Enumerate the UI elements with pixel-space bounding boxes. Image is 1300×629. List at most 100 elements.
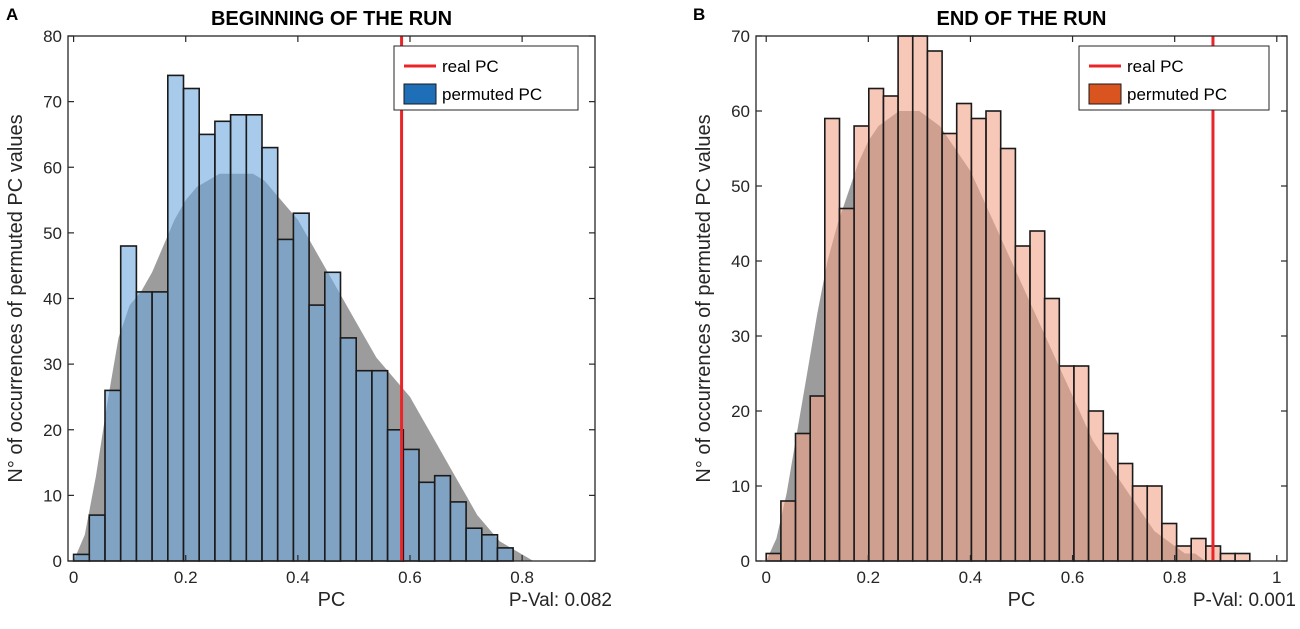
panel-b-axes-box <box>755 35 1288 562</box>
panel-b-bar <box>1219 552 1236 562</box>
panel-a-y-tick-label: 40 <box>43 290 62 309</box>
panel-a-bar <box>480 533 499 562</box>
panel-a-legend-bar-swatch <box>403 83 437 105</box>
panel-a-title: BEGINNING OF THE RUN <box>211 8 452 30</box>
panel-b-legend-permuted-pc-label: permuted PC <box>1127 85 1227 104</box>
panel-b-y-tick-label: 0 <box>741 552 750 571</box>
panel-a-bar <box>339 337 357 562</box>
panel-a-bar <box>229 114 248 562</box>
panel-b-bar <box>823 117 841 562</box>
panel-a-y-tick-label: 30 <box>43 355 62 374</box>
panel-a-bar <box>323 271 342 562</box>
panel-a-bar <box>449 501 467 562</box>
panel-b-bar <box>853 125 870 562</box>
panel-b-y-label: N° of occurrences of permuted PC values <box>693 114 715 482</box>
panel-b-bar <box>1029 230 1046 562</box>
panel-b-p-value: P-Val: 0.001 <box>1193 590 1296 611</box>
panel-a-bar <box>292 212 310 562</box>
panel-b-bar <box>1073 365 1090 562</box>
panel-a-p-value: P-Val: 0.082 <box>509 590 612 611</box>
panel-b-bar <box>897 35 914 562</box>
panel-b-letter: B <box>693 5 705 24</box>
panel-b-bar <box>1234 552 1251 562</box>
panel-b-bar <box>882 95 899 562</box>
panel-b-bar <box>1131 485 1149 562</box>
panel-a-bar <box>355 369 373 562</box>
panel-b-bar <box>1190 537 1207 562</box>
panel-b-x-tick-label: 0.4 <box>959 568 983 587</box>
panel-a-bar <box>167 74 185 562</box>
panel-a: 0 0.2 0.4 0.6 0.8 0 10 20 30 40 50 60 70 80 BEGINNING … <box>5 5 612 611</box>
panel-b-bar <box>838 207 855 562</box>
panel-b-legend: real PC permuted PC <box>1078 45 1270 111</box>
panel-a-x-tick-label: 0 <box>69 568 78 587</box>
panel-b-bar <box>780 500 797 562</box>
panel-a-x-label: PC <box>318 589 346 611</box>
panel-b-bar <box>1146 485 1163 562</box>
panel-a-bar <box>88 514 106 562</box>
panel-b-x-tick-label: 0.2 <box>857 568 881 587</box>
panel-a-y-tick-label: 50 <box>43 224 62 243</box>
panel-b-bar <box>926 50 943 562</box>
panel-b-y-tick-label: 50 <box>731 177 750 196</box>
panel-b-bar <box>809 395 826 562</box>
panel-b-bar <box>1117 462 1134 562</box>
panel-b-bar <box>955 102 973 562</box>
panel-a-bar <box>72 553 91 562</box>
panel-b-y-tick-label: 60 <box>731 102 750 121</box>
panel-b-y-tick-label: 40 <box>731 252 750 271</box>
panel-a-bar <box>135 291 153 562</box>
panel-b-x-tick-label: 0.8 <box>1163 568 1187 587</box>
panel-a-bar <box>261 146 279 562</box>
panel-b-y-tick-label: 70 <box>731 27 750 46</box>
panel-a-bar <box>433 474 452 562</box>
panel-a-bar <box>465 527 483 562</box>
panel-a-letter: A <box>6 5 18 24</box>
panel-b-y-tick-label: 30 <box>731 327 750 346</box>
panel-b-y-tick-label: 10 <box>731 477 750 496</box>
panel-a-bar <box>371 369 389 562</box>
panel-a-bar <box>182 87 200 562</box>
panel-a-bar <box>276 238 295 562</box>
panel-a-y-tick-label: 70 <box>43 93 62 112</box>
panel-a-bar <box>402 448 420 562</box>
panel-b-bar <box>985 110 1002 562</box>
panel-b-bar <box>1043 297 1061 562</box>
panel-a-bar <box>496 547 514 562</box>
panel-a-bar <box>245 114 263 562</box>
panel-b-bar <box>970 117 987 562</box>
panel-b-legend-bar-swatch <box>1088 83 1122 105</box>
panel-a-x-tick-label: 0.2 <box>174 568 198 587</box>
panel-b-x-tick-label: 0 <box>761 568 770 587</box>
panel-a-legend-real-pc-label: real PC <box>442 57 499 76</box>
panel-b-bar <box>1087 410 1105 562</box>
panel-a-bar <box>198 133 216 562</box>
panel-a-legend-permuted-pc-label: permuted PC <box>442 85 542 104</box>
panel-a-bar <box>214 120 232 562</box>
panel-a-x-tick-label: 0.8 <box>510 568 534 587</box>
panel-a-y-tick-label: 80 <box>43 27 62 46</box>
panel-b-x-tick-label: 0.6 <box>1061 568 1085 587</box>
panel-b-bar <box>999 147 1017 562</box>
panel-a-bar <box>308 304 326 562</box>
panel-a-legend: real PC permuted PC <box>393 45 579 111</box>
panel-b-legend-real-pc-label: real PC <box>1127 57 1184 76</box>
panel-b-y-tick-label: 20 <box>731 402 750 421</box>
panel-b-bar <box>1014 245 1031 562</box>
panel-a-bar <box>151 291 169 562</box>
panel-b-bar <box>765 552 782 562</box>
panel-a-x-tick-label: 0.6 <box>398 568 422 587</box>
panel-a-y-tick-label: 10 <box>43 486 62 505</box>
panel-b-x-label: PC <box>1008 589 1036 611</box>
panel-b-bar <box>867 87 885 562</box>
panel-a-bar <box>104 389 122 562</box>
panel-b-bar <box>911 35 929 562</box>
panel-a-y-tick-label: 60 <box>43 158 62 177</box>
panel-b-bar <box>1058 365 1075 562</box>
panel-b-bar <box>1102 432 1119 562</box>
panel-a-y-label: N° of occurrences of permuted PC values <box>5 114 27 482</box>
panel-b-title: END OF THE RUN <box>937 8 1107 30</box>
panel-b-bar <box>1175 545 1192 562</box>
